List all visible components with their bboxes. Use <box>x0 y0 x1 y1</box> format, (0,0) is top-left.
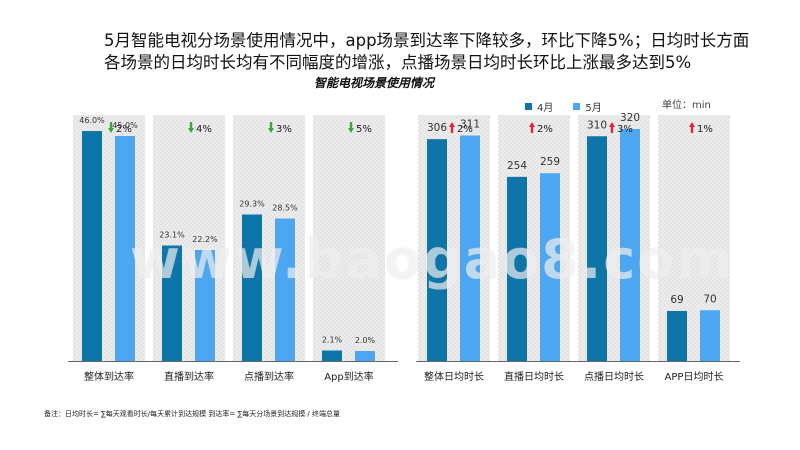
chart2-bar-1-may <box>460 135 480 361</box>
chart2-bar-3-apr <box>587 136 607 361</box>
chart1-bar-2-may <box>195 250 215 361</box>
chart1-value-label-4-apr: 2.1% <box>322 336 343 345</box>
headline-line-2: 各场景的日均时长均有不同幅度的增涨，点播场景日均时长环比上涨最多达到5% <box>104 53 692 72</box>
chart2-value-label-1-may: 311 <box>460 119 480 131</box>
headline: 5月智能电视分场景使用情况中，app场景到达率下降较多，环比下降5%；日均时长方… <box>104 30 794 74</box>
chart2-value-label-2-apr: 254 <box>507 160 527 172</box>
chart2-value-label-1-apr: 306 <box>427 122 447 134</box>
chart2-change-label-3: 3% <box>617 124 633 135</box>
chart2-value-label-4-may: 70 <box>703 293 716 305</box>
chart2-category-label-3: 点播日均时长 <box>584 370 644 383</box>
headline-line-1: 5月智能电视分场景使用情况中，app场景到达率下降较多，环比下降5%；日均时长方… <box>104 31 750 50</box>
chart1-panel-4 <box>313 115 385 361</box>
chart1-bar-1-may <box>115 136 135 361</box>
chart2-category-label-4: APP日均时长 <box>665 371 724 383</box>
chart2-up-arrow-icon-2 <box>529 122 535 133</box>
chart2-category-label-2: 直播日均时长 <box>504 370 564 383</box>
chart-subtitle: 智能电视场景使用情况 <box>314 76 435 90</box>
chart1-bar-4-apr <box>322 350 342 361</box>
legend-swatch-apr <box>525 102 532 110</box>
chart2-bar-2-apr <box>507 176 527 361</box>
chart2-bar-4-apr <box>667 310 687 361</box>
chart1-value-label-1-may: 45.0% <box>112 121 138 130</box>
chart2-up-arrow-icon-1 <box>449 122 455 133</box>
chart1-bar-3-apr <box>242 214 262 361</box>
legend-item-apr: 4月 <box>525 99 553 114</box>
chart2-value-label-2-may: 259 <box>540 156 560 168</box>
chart1-value-label-2-apr: 23.1% <box>159 231 185 240</box>
chart1-down-arrow-icon-1 <box>108 122 114 133</box>
footnote: 备注：日均时长= ∑每天观看时长/每天累计到达规模 到达率= ∑每天分场景到达规… <box>44 410 341 418</box>
chart2-up-arrow-icon-3 <box>609 122 615 133</box>
legend: 4月 5月 <box>525 99 622 114</box>
chart2-up-arrow-icon-4 <box>689 122 695 133</box>
chart1-bar-3-may <box>275 218 295 361</box>
chart1-change-label-2: 4% <box>196 124 212 135</box>
legend-label-may: 5月 <box>585 102 602 114</box>
chart1-bar-2-apr <box>162 245 182 361</box>
legend-item-may: 5月 <box>573 99 602 114</box>
chart1-value-label-3-may: 28.5% <box>272 204 298 213</box>
chart2-bar-1-apr <box>427 139 447 361</box>
chart2-change-label-1: 2% <box>457 124 473 135</box>
chart1-down-arrow-icon-2 <box>188 122 194 133</box>
chart1-value-label-4-may: 2.0% <box>355 336 376 345</box>
chart1-value-label-2-may: 22.2% <box>192 235 218 244</box>
legend-label-apr: 4月 <box>537 102 554 114</box>
unit-label: 单位：min <box>662 100 711 111</box>
chart2-bar-2-may <box>540 173 560 361</box>
chart2-bar-3-may <box>620 129 640 361</box>
chart1-bar-1-apr <box>82 131 102 361</box>
chart2-value-label-4-apr: 69 <box>670 294 683 306</box>
chart1-category-label-4: App到达率 <box>324 370 374 383</box>
legend-swatch-may <box>573 102 581 110</box>
chart2-value-label-3-apr: 310 <box>587 119 607 131</box>
chart1-down-arrow-icon-4 <box>348 122 354 133</box>
chart1-category-label-1: 整体到达率 <box>84 370 134 383</box>
chart2-change-label-2: 2% <box>537 124 553 135</box>
chart1-change-label-1: 2% <box>116 124 132 135</box>
chart1-bar-4-may <box>355 351 375 361</box>
chart1-category-label-2: 直播到达率 <box>164 370 214 383</box>
chart2-change-label-4: 1% <box>697 124 713 135</box>
chart2-value-label-3-may: 320 <box>620 112 640 124</box>
chart1-value-label-1-apr: 46.0% <box>79 116 105 125</box>
chart1-change-label-3: 3% <box>276 124 292 135</box>
chart2-category-label-1: 整体日均时长 <box>424 370 484 383</box>
chart1-category-label-3: 点播到达率 <box>244 370 294 383</box>
chart1-down-arrow-icon-3 <box>268 122 274 133</box>
chart1-change-label-4: 5% <box>356 124 372 135</box>
chart1-value-label-3-apr: 29.3% <box>239 200 265 209</box>
chart2-bar-4-may <box>700 310 720 361</box>
